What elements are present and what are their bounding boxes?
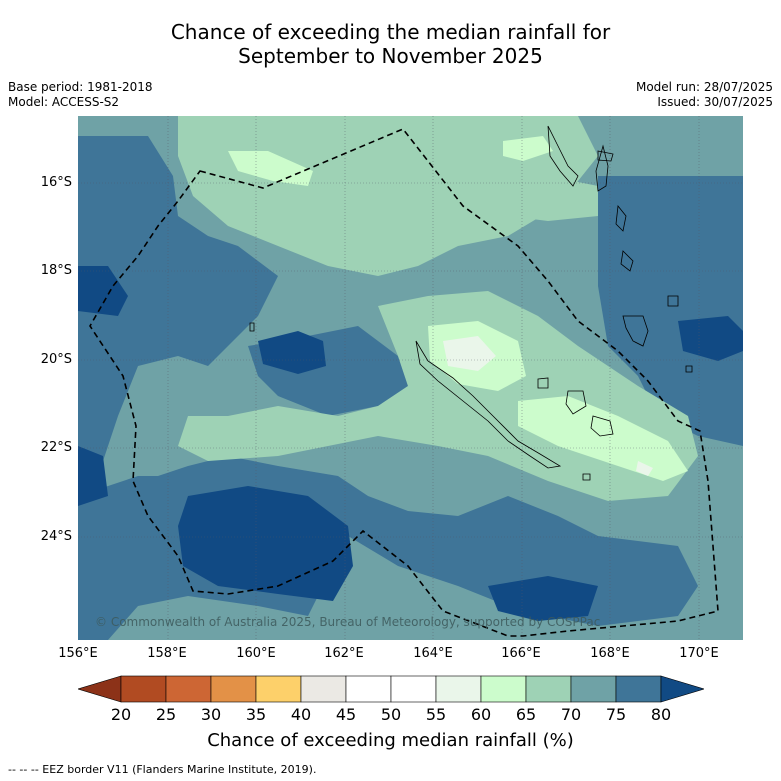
graticule <box>78 116 743 640</box>
title-line-1: Chance of exceeding the median rainfall … <box>170 20 611 44</box>
colorbar-bin-75-80 <box>615 675 662 703</box>
zone-above-80-west <box>78 266 128 316</box>
colorbar-tick-60: 60 <box>470 705 492 724</box>
eez-footnote: -- -- -- EEZ border V11 (Flanders Marine… <box>8 763 317 776</box>
zone-55-60-center <box>443 336 496 371</box>
zone-65-70-north <box>178 116 598 276</box>
zone-above-80-southeast <box>488 576 598 621</box>
small-island-3 <box>249 322 255 332</box>
zone-above-80-sw-edge <box>78 446 108 506</box>
colorbar <box>78 675 704 703</box>
colorbar-tick-75: 75 <box>605 705 627 724</box>
issued-date: Issued: 30/07/2025 <box>657 95 773 109</box>
colorbar-bin-25-30 <box>165 675 212 703</box>
lon-label-170e: 170°E <box>679 646 719 661</box>
meta-left: Base period: 1981-2018 Model: ACCESS-S2 <box>8 80 153 110</box>
coastlines <box>249 125 693 481</box>
colorbar-bin-30-35 <box>210 675 257 703</box>
zone-65-70-ne <box>498 176 598 221</box>
colorbar-tick-50: 50 <box>380 705 402 724</box>
colorbar-bin-40-45 <box>300 675 347 703</box>
small-island-1 <box>685 365 693 373</box>
colorbar-tick-30: 30 <box>200 705 222 724</box>
colorbar-bin-65-70 <box>525 675 572 703</box>
lon-label-164e: 164°E <box>413 646 453 661</box>
colorbar-arrow-right <box>660 675 704 703</box>
colorbar-bin-70-75 <box>570 675 617 703</box>
lon-label-162e: 162°E <box>324 646 364 661</box>
zone-above-80-east <box>678 316 743 361</box>
colorbar-bin-50-55 <box>390 675 437 703</box>
lon-label-160e: 160°E <box>236 646 276 661</box>
eez-border <box>89 128 719 637</box>
title-line-2: September to November 2025 <box>238 44 543 68</box>
colorbar-tick-20: 20 <box>110 705 132 724</box>
colorbar-bin-55-60 <box>435 675 482 703</box>
colorbar-tick-40: 40 <box>290 705 312 724</box>
new-caledonia-outline <box>415 340 562 469</box>
colorbar-tick-25: 25 <box>155 705 177 724</box>
lon-label-158e: 158°E <box>147 646 187 661</box>
zone-75-80-west <box>78 136 278 496</box>
copyright-notice: © Commonwealth of Australia 2025, Bureau… <box>95 615 601 629</box>
colorbar-bin-60-65 <box>480 675 527 703</box>
colorbar-tick-70: 70 <box>560 705 582 724</box>
lat-label-20s: 20°S <box>40 352 72 367</box>
colorbar-title: Chance of exceeding median rainfall (%) <box>207 730 574 751</box>
zone-60-65-north <box>228 151 313 186</box>
lon-label-166e: 166°E <box>501 646 541 661</box>
colorbar-tick-45: 45 <box>335 705 357 724</box>
lat-label-16s: 16°S <box>40 175 72 190</box>
model-run: Model run: 28/07/2025 <box>635 80 773 94</box>
colorbar-tick-55: 55 <box>425 705 447 724</box>
model-name: Model: ACCESS-S2 <box>8 95 120 109</box>
colorbar-tick-65: 65 <box>515 705 537 724</box>
map-svg <box>78 116 743 640</box>
zone-60-65-ne <box>503 136 553 161</box>
colorbar-tick-80: 80 <box>650 705 672 724</box>
zone-75-80-east <box>598 176 743 446</box>
loyalty-islands-outline <box>537 377 614 437</box>
lon-label-156e: 156°E <box>58 646 98 661</box>
lat-label-22s: 22°S <box>40 440 72 455</box>
base-period: Base period: 1981-2018 <box>8 80 153 94</box>
lat-label-24s: 24°S <box>40 529 72 544</box>
colorbar-bin-20-25 <box>120 675 167 703</box>
colorbar-bin-45-50 <box>345 675 392 703</box>
small-island-2 <box>582 473 591 481</box>
colorbar-arrow-left <box>78 675 122 703</box>
zone-above-80-center <box>258 331 326 374</box>
colorbar-tick-35: 35 <box>245 705 267 724</box>
vanuatu-outline <box>547 125 679 347</box>
meta-right: Model run: 28/07/2025 Issued: 30/07/2025 <box>636 80 773 110</box>
lat-label-18s: 18°S <box>40 263 72 278</box>
lon-label-168e: 168°E <box>590 646 630 661</box>
colorbar-bin-35-40 <box>255 675 302 703</box>
map-title: Chance of exceeding the median rainfall … <box>0 20 781 68</box>
zone-60-65-southeast <box>518 396 688 481</box>
zone-55-60-east <box>636 461 653 476</box>
rainfall-map <box>78 116 743 640</box>
